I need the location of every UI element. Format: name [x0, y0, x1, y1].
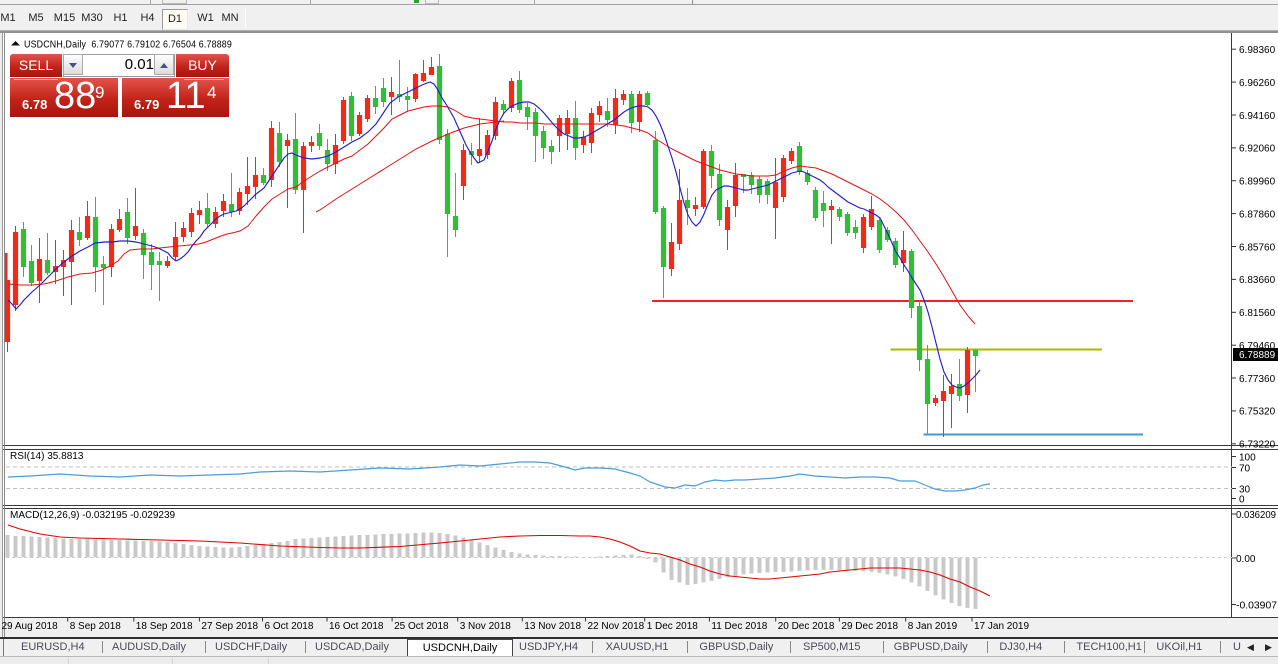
svg-text:70: 70	[1239, 463, 1251, 474]
svg-text:6 Oct 2018: 6 Oct 2018	[265, 621, 314, 632]
svg-text:25 Oct 2018: 25 Oct 2018	[394, 621, 449, 632]
svg-text:11 Dec 2018: 11 Dec 2018	[711, 621, 767, 632]
svg-text:17 Jan 2019: 17 Jan 2019	[974, 621, 1029, 632]
svg-text:6.81560: 6.81560	[1239, 308, 1276, 319]
svg-text:6.96260: 6.96260	[1239, 78, 1276, 89]
svg-text:100: 100	[1239, 452, 1256, 463]
svg-text:0.036209: 0.036209	[1236, 510, 1276, 521]
svg-text:6.85760: 6.85760	[1239, 242, 1276, 253]
svg-text:1 Dec 2018: 1 Dec 2018	[647, 621, 699, 632]
svg-text:30: 30	[1239, 484, 1251, 495]
svg-text:3 Nov 2018: 3 Nov 2018	[460, 621, 512, 632]
svg-text:8 Sep 2018: 8 Sep 2018	[70, 621, 122, 632]
svg-text:8 Jan 2019: 8 Jan 2019	[908, 621, 958, 632]
svg-text:18 Sep 2018: 18 Sep 2018	[136, 621, 193, 632]
svg-text:29 Aug 2018: 29 Aug 2018	[2, 621, 59, 632]
svg-text:6.75320: 6.75320	[1239, 407, 1276, 418]
svg-text:6.87860: 6.87860	[1239, 209, 1276, 220]
svg-text:6.77360: 6.77360	[1239, 374, 1276, 385]
svg-text:6.83660: 6.83660	[1239, 275, 1276, 286]
svg-text:29 Dec 2018: 29 Dec 2018	[841, 621, 898, 632]
svg-text:RSI(14) 35.8813: RSI(14) 35.8813	[10, 451, 84, 462]
svg-text:0: 0	[1239, 494, 1245, 505]
svg-text:6.73220: 6.73220	[1239, 440, 1276, 451]
svg-text:16 Oct 2018: 16 Oct 2018	[329, 621, 384, 632]
svg-text:6.79460: 6.79460	[1239, 341, 1276, 352]
svg-text:0.00: 0.00	[1236, 554, 1256, 565]
svg-text:6.89960: 6.89960	[1239, 177, 1276, 188]
svg-text:13 Nov 2018: 13 Nov 2018	[524, 621, 581, 632]
svg-text:6.98360: 6.98360	[1239, 45, 1276, 56]
svg-text:20 Dec 2018: 20 Dec 2018	[778, 621, 835, 632]
svg-text:-0.03907: -0.03907	[1236, 600, 1277, 611]
svg-text:22 Nov 2018: 22 Nov 2018	[588, 621, 645, 632]
svg-text:MACD(12,26,9) -0.032195 -0.029: MACD(12,26,9) -0.032195 -0.029239	[10, 510, 176, 521]
svg-text:27 Sep 2018: 27 Sep 2018	[201, 621, 258, 632]
svg-text:USDCNH,Daily 6.79077 6.79102: USDCNH,Daily 6.79077 6.79102 6.76504 6.7…	[24, 39, 232, 51]
svg-text:6.78889: 6.78889	[1239, 350, 1276, 361]
svg-text:6.94160: 6.94160	[1239, 111, 1276, 122]
svg-text:6.92060: 6.92060	[1239, 144, 1276, 155]
